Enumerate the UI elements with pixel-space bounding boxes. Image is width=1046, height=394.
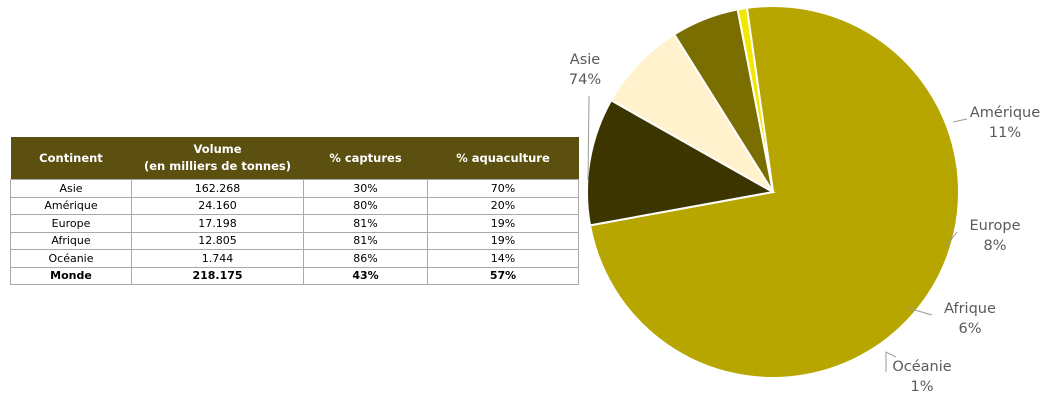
cell-volume: 218.175 xyxy=(131,266,304,285)
pie-label-name: Asie xyxy=(570,52,601,68)
pie-label-name: Europe xyxy=(970,218,1021,234)
pie-label-percent: 8% xyxy=(983,238,1006,254)
header-volume: Volume (en milliers de tonnes) xyxy=(131,137,304,180)
production-table: Continent Volume (en milliers de tonnes)… xyxy=(10,137,579,285)
header-aquaculture: % aquaculture xyxy=(427,137,579,180)
leader-line xyxy=(952,118,968,123)
pie-label-percent: 1% xyxy=(910,379,933,394)
table-total-row: Monde 218.175 43% 57% xyxy=(10,266,579,285)
table-row: Afrique 12.805 81% 19% xyxy=(10,231,579,250)
pie-slice-oceanie xyxy=(736,6,774,193)
table-row: Océanie 1.744 86% 14% xyxy=(10,249,579,268)
header-captures: % captures xyxy=(303,137,428,180)
cell-captures: 30% xyxy=(303,179,428,198)
pie-label-percent: 11% xyxy=(989,125,1021,141)
cell-continent: Océanie xyxy=(10,249,132,268)
pie-slice-europe xyxy=(609,33,774,193)
cell-aquaculture: 19% xyxy=(427,214,579,233)
pie-slice-amerique xyxy=(586,98,776,227)
pie-label-name: Afrique xyxy=(944,301,996,317)
leader-line xyxy=(885,351,897,372)
cell-captures: 86% xyxy=(303,249,428,268)
pie-label-name: Océanie xyxy=(892,359,951,375)
cell-captures: 81% xyxy=(303,231,428,250)
leader-line xyxy=(945,231,958,247)
cell-volume: 1.744 xyxy=(131,249,304,268)
cell-aquaculture: 57% xyxy=(427,266,579,285)
pie-label-name: Amérique xyxy=(970,105,1040,121)
header-continent: Continent xyxy=(10,137,132,180)
leader-line xyxy=(587,95,590,181)
pie-label-percent: 74% xyxy=(569,72,601,88)
cell-captures: 43% xyxy=(303,266,428,285)
table-header-row: Continent Volume (en milliers de tonnes)… xyxy=(10,137,579,180)
leader-line xyxy=(907,307,933,316)
pie-label-percent: 6% xyxy=(958,321,981,337)
